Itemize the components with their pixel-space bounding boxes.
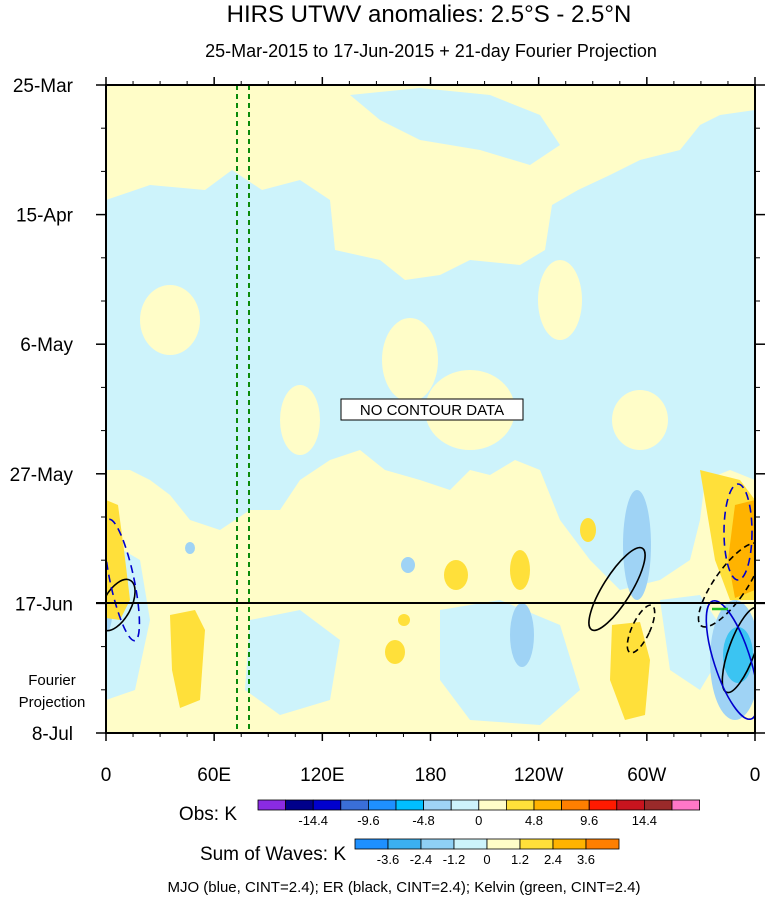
colorbar-swatch: [312, 799, 342, 811]
colorbar-tick-label: 3.6: [577, 852, 595, 867]
colorbar-swatch: [453, 838, 488, 850]
colorbar-tick-label: 0: [475, 813, 482, 828]
projection-label: Projection: [19, 694, 86, 711]
anomaly-patch-cyan: [723, 627, 753, 683]
y-tick-label: 25-Mar: [13, 76, 74, 97]
y-tick-label: 6-May: [20, 335, 73, 356]
anomaly-patch-medium-blue: [401, 557, 415, 573]
colorbar-swatch: [486, 838, 521, 850]
no-contour-label: NO CONTOUR DATA: [360, 402, 504, 419]
anomaly-patch-gold: [444, 560, 468, 590]
colorbar-swatch: [505, 799, 535, 811]
colorbar-tick-label: -3.6: [377, 852, 399, 867]
colorbar-tick-label: 9.6: [580, 813, 598, 828]
y-tick-label: 17-Jun: [15, 594, 73, 615]
colorbar-swatch: [257, 799, 287, 811]
obs-colorbar: -14.4 -9.6 -4.8 0 4.8 9.6 14.4: [257, 799, 701, 828]
colorbar-swatch: [354, 838, 389, 850]
plot-area: [106, 85, 755, 733]
colorbar-swatch: [395, 799, 425, 811]
anomaly-patch-yellow: [140, 285, 200, 355]
anomaly-region-blue-lower-right: [440, 600, 580, 725]
y-axis: 25-Mar 15-Apr 6-May 27-May 17-Jun 8-Jul: [10, 76, 765, 745]
er-contour: [626, 604, 656, 654]
colorbar-tick-label: 14.4: [632, 813, 657, 828]
colorbar-tick-label: -14.4: [298, 813, 328, 828]
er-contour: [588, 546, 646, 632]
anomaly-patch-yellow: [280, 385, 320, 455]
x-tick-label: 120E: [300, 765, 344, 786]
colorbar-swatch: [552, 838, 587, 850]
anomaly-patch-gold: [610, 622, 650, 720]
colorbar-swatch: [420, 838, 455, 850]
legend-footer: MJO (blue, CINT=2.4); ER (black, CINT=2.…: [167, 879, 640, 896]
er-contour: [106, 578, 136, 632]
mjo-contour: [723, 483, 753, 581]
colorbar-swatch: [671, 799, 701, 811]
anomaly-region-blue-top: [350, 88, 560, 165]
y-tick-label: 27-May: [10, 465, 74, 486]
x-tick-label: 180: [415, 765, 447, 786]
x-tick-label: 0: [750, 765, 761, 786]
colorbar-tick-label: 1.2: [511, 852, 529, 867]
mjo-contour: [106, 518, 141, 642]
colorbar-swatch: [644, 799, 673, 811]
x-tick-label: 120W: [514, 765, 564, 786]
anomaly-patch-medium-blue: [510, 603, 534, 667]
anomaly-patch-gold: [170, 610, 205, 708]
mjo-contour: [705, 599, 755, 721]
anomaly-patch-gold: [510, 550, 530, 590]
positive-anomaly-patches: [140, 260, 668, 455]
x-axis: 0 60E 120E 180 120W 60W 0: [101, 77, 761, 786]
colorbar-swatch: [585, 838, 620, 850]
colorbar-swatch: [561, 799, 590, 811]
colorbar-swatch: [533, 799, 563, 811]
er-contour: [697, 542, 755, 628]
colorbar-swatch: [387, 838, 422, 850]
colorbar-tick-label: -9.6: [357, 813, 379, 828]
no-contour-box: [340, 398, 524, 421]
anomaly-region-blue-lower-mid: [245, 610, 340, 715]
x-tick-label: 60W: [627, 765, 666, 786]
colorbar-tick-label: 4.8: [525, 813, 543, 828]
colorbar-swatch: [340, 799, 369, 811]
waves-colorbar-label: Sum of Waves: K: [200, 844, 346, 865]
anomaly-patch-gold: [398, 614, 410, 626]
colorbar-tick-label: 0: [483, 852, 490, 867]
anomaly-patch-medium-blue: [185, 542, 195, 554]
y-tick-label: 8-Jul: [32, 724, 73, 745]
anomaly-patch-gold: [580, 518, 596, 542]
colorbar-swatch: [285, 799, 314, 811]
colorbar-swatch: [519, 838, 554, 850]
fourier-label: Fourier: [28, 672, 76, 689]
x-tick-label: 60E: [197, 765, 231, 786]
colorbar-swatch: [478, 799, 507, 811]
colorbar-tick-label: 2.4: [544, 852, 562, 867]
waves-colorbar: -3.6 -2.4 -1.2 0 1.2 2.4 3.6: [354, 838, 620, 867]
anomaly-patch-medium-blue: [623, 490, 651, 600]
anomaly-patch-yellow: [538, 260, 582, 340]
colorbar-swatch: [616, 799, 645, 811]
anomaly-patch-yellow: [612, 390, 668, 450]
chart-title: HIRS UTWV anomalies: 2.5°S - 2.5°N: [227, 1, 632, 28]
colorbar-swatch: [588, 799, 618, 811]
anomaly-patch-yellow: [382, 318, 438, 402]
y-tick-label: 15-Apr: [16, 206, 74, 227]
colorbar-tick-label: -1.2: [443, 852, 465, 867]
anomaly-patch-orange: [728, 500, 755, 598]
chart-subtitle: 25-Mar-2015 to 17-Jun-2015 + 21-day Four…: [205, 41, 657, 61]
anomaly-patch-gold: [385, 640, 405, 664]
x-tick-label: 0: [101, 765, 112, 786]
colorbar-swatch: [367, 799, 397, 811]
colorbar-swatch: [450, 799, 480, 811]
colorbar-tick-label: -2.4: [410, 852, 432, 867]
obs-colorbar-label: Obs: K: [179, 804, 237, 825]
colorbar-swatch: [423, 799, 452, 811]
colorbar-tick-label: -4.8: [412, 813, 434, 828]
